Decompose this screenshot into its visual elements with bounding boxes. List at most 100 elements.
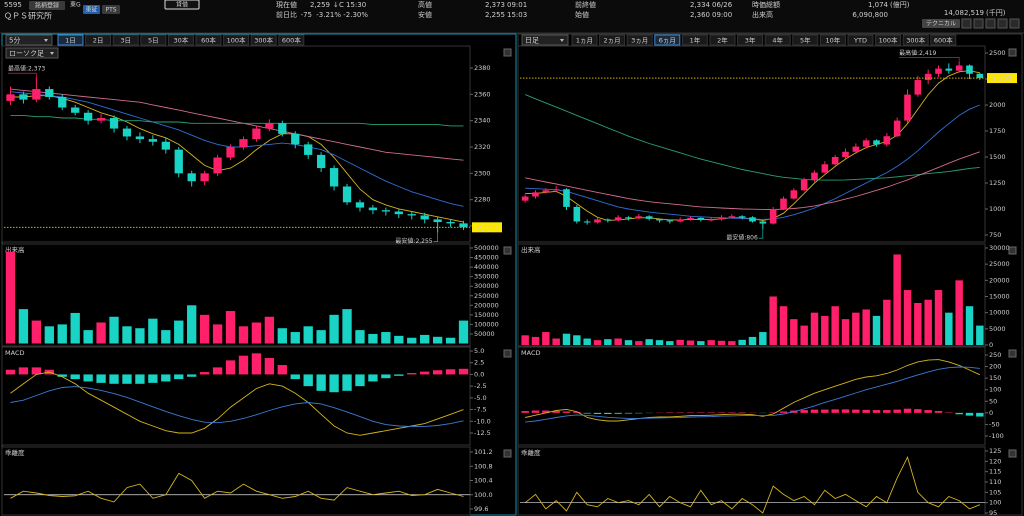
series-line [525, 94, 980, 181]
period-button[interactable] [278, 34, 305, 46]
period-button[interactable] [764, 34, 791, 46]
button[interactable] [922, 19, 960, 28]
y-tick-label: 200 [989, 363, 1001, 371]
period-button[interactable] [902, 34, 929, 46]
tool-icon[interactable] [973, 18, 984, 29]
y-tick-label: 15000 [989, 293, 1010, 301]
y-tick-label: 2380 [474, 64, 491, 72]
period-button[interactable] [167, 34, 194, 46]
volume-bar [458, 320, 469, 344]
pane-button[interactable] [503, 349, 512, 358]
quote-field: 前日比 [276, 10, 297, 19]
period-button[interactable] [195, 34, 222, 46]
period-button[interactable] [626, 34, 653, 46]
tool-icon[interactable] [1009, 18, 1020, 29]
period-button[interactable] [737, 34, 764, 46]
period-label: 30本 [174, 36, 189, 45]
period-button[interactable] [85, 34, 112, 46]
button[interactable] [164, 0, 200, 10]
period-label: 6ヵ月 [659, 37, 676, 45]
button[interactable] [102, 5, 120, 14]
volume-bar [225, 311, 236, 344]
y-tick-label: 0.0 [474, 370, 484, 378]
quote-field: 高値 [418, 0, 432, 9]
button-label: 銘柄登録 [35, 2, 59, 10]
volume-bar [965, 306, 974, 345]
pane-button[interactable] [1008, 449, 1017, 458]
dropdown[interactable] [5, 47, 59, 59]
volume-bar [316, 330, 326, 344]
period-label: 600本 [282, 36, 301, 45]
period-button[interactable] [112, 34, 139, 46]
annotation-leader [758, 229, 764, 239]
period-button[interactable] [709, 34, 736, 46]
candle-body [604, 219, 612, 221]
period-button[interactable] [654, 34, 681, 46]
candle-body [532, 192, 539, 197]
last-price-label: 2,259 [992, 75, 1012, 83]
pane-frame [517, 45, 986, 243]
dropdown[interactable] [521, 34, 569, 46]
volume-bar [872, 315, 881, 345]
macd-histogram-bar [903, 408, 912, 413]
period-button[interactable] [57, 34, 84, 46]
period-button[interactable] [875, 34, 902, 46]
period-button[interactable] [571, 34, 598, 46]
button[interactable] [29, 1, 65, 10]
macd-histogram-bar [458, 368, 469, 375]
candle-body [148, 139, 158, 142]
pane-title: 乖離度 [5, 448, 25, 457]
macd-histogram-bar [531, 410, 540, 413]
pane-button[interactable] [503, 48, 512, 57]
macd-histogram-bar [225, 360, 236, 375]
volume-bar [934, 290, 943, 345]
y-tick-label: 101.2 [474, 448, 493, 456]
tool-icon[interactable] [997, 18, 1008, 29]
period-label: 300本 [906, 36, 925, 45]
tool-icon[interactable] [985, 18, 996, 29]
macd-histogram-bar [445, 369, 456, 375]
period-button[interactable] [819, 34, 846, 46]
y-tick-label: 110 [989, 478, 1001, 486]
pane-button[interactable] [1008, 48, 1017, 57]
pane-button[interactable] [1008, 246, 1017, 255]
period-button[interactable] [681, 34, 708, 46]
pane-frame [1, 346, 471, 446]
dropdown[interactable] [5, 34, 53, 46]
macd-histogram-bar [109, 374, 119, 384]
candle-body [728, 216, 736, 218]
macd-histogram-bar [329, 374, 339, 393]
macd-histogram-bar [161, 374, 171, 382]
tool-icon[interactable] [961, 18, 972, 29]
pane-button[interactable] [503, 246, 512, 255]
pane-title: 出来高 [5, 245, 25, 254]
pane-button[interactable] [503, 449, 512, 458]
annotation-leader [899, 57, 960, 62]
quote-field: 2,360 [690, 11, 710, 19]
candle-body [883, 136, 891, 145]
button-label: テクニカル [926, 21, 956, 28]
candle-body [521, 196, 529, 201]
period-button[interactable] [847, 34, 874, 46]
period-button[interactable] [140, 34, 167, 46]
macd-histogram-bar [70, 374, 80, 380]
volume-bar [212, 324, 223, 344]
macd-histogram-bar [593, 412, 602, 415]
candle-body [666, 220, 674, 222]
candle-body [174, 149, 183, 174]
button[interactable] [83, 5, 100, 14]
macd-histogram-bar [18, 367, 29, 375]
period-button[interactable] [223, 34, 250, 46]
quote-field: (億円) [890, 0, 910, 9]
period-button[interactable] [930, 34, 957, 46]
volume-bar [883, 299, 891, 345]
period-button[interactable] [599, 34, 626, 46]
period-button[interactable] [792, 34, 819, 46]
pane-button[interactable] [1008, 349, 1017, 358]
y-tick-label: 105 [989, 488, 1001, 496]
y-tick-label: 100.4 [474, 477, 493, 485]
period-button[interactable] [250, 34, 277, 46]
quote-field: 2,255 [485, 11, 505, 19]
